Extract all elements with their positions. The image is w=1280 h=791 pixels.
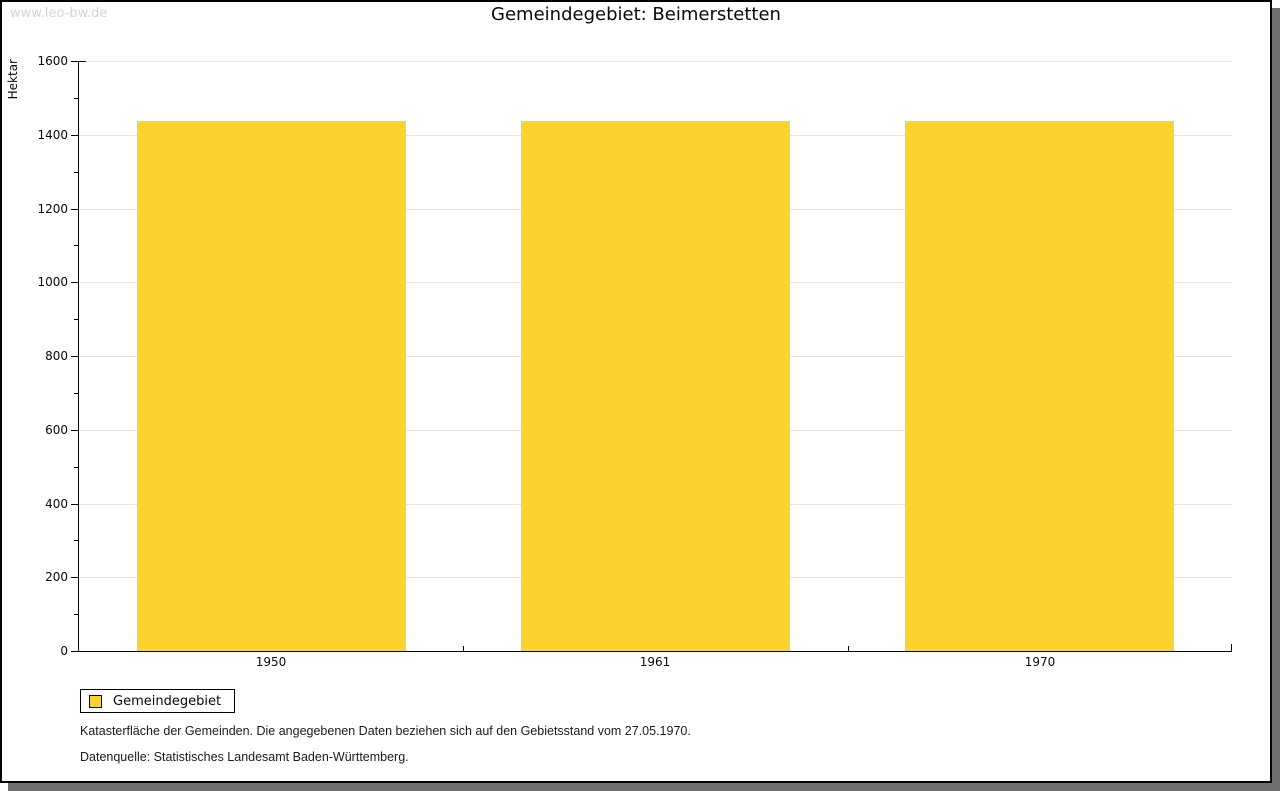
y-axis-major-tick: [71, 504, 78, 505]
y-axis-minor-tick: [74, 245, 78, 246]
y-axis-tick-label: 1000: [37, 275, 68, 289]
y-axis-tick-label: 200: [45, 570, 68, 584]
x-axis-tick: [463, 646, 464, 651]
y-axis-tick-label: 1400: [37, 128, 68, 142]
footnote-source-note: Katasterfläche der Gemeinden. Die angege…: [80, 724, 691, 738]
y-axis-minor-tick: [74, 98, 78, 99]
y-axis-major-tick: [71, 356, 78, 357]
y-axis-major-tick: [71, 209, 78, 210]
y-axis-major-tick: [71, 61, 78, 62]
y-axis-minor-tick: [74, 614, 78, 615]
y-axis-minor-tick: [74, 540, 78, 541]
x-axis-label-1970: 1970: [1024, 655, 1056, 669]
gridline-1600: [79, 61, 1232, 62]
y-axis-end-tick: [79, 61, 86, 62]
y-axis-major-tick: [71, 282, 78, 283]
y-axis-tick-label: 1200: [37, 202, 68, 216]
legend-swatch-icon: [89, 694, 102, 708]
y-axis-major-tick: [71, 651, 78, 652]
x-axis-tick: [848, 646, 849, 651]
bar-1970: [905, 121, 1174, 651]
x-axis-label-1950: 1950: [255, 655, 287, 669]
y-axis-major-tick: [71, 430, 78, 431]
y-axis-tick-label: 800: [45, 349, 68, 363]
y-axis-tick-label: 1600: [37, 54, 68, 68]
bar-1950: [137, 121, 406, 651]
legend-label: Gemeindegebiet: [113, 693, 222, 709]
y-axis-minor-tick: [74, 467, 78, 468]
y-axis-minor-tick: [74, 319, 78, 320]
bar-1961: [521, 121, 790, 651]
y-axis-major-tick: [71, 577, 78, 578]
x-axis-label-1961: 1961: [639, 655, 671, 669]
plot-area: 0 200 400 600 800 1000 1200 1400 1600 1950 1961 197…: [37, 54, 1232, 669]
footnote-data-source: Datenquelle: Statistisches Landesamt Bad…: [80, 750, 409, 764]
y-axis-major-tick: [71, 135, 78, 136]
y-axis-tick-label: 600: [45, 423, 68, 437]
y-axis-minor-tick: [74, 393, 78, 394]
y-axis-tick-label: 400: [45, 497, 68, 511]
y-axis-minor-tick: [74, 172, 78, 173]
x-axis-end-tick: [1231, 644, 1232, 651]
watermark: www.leo-bw.de: [10, 6, 108, 21]
y-axis-tick-label: 0: [60, 644, 68, 658]
legend: Gemeindegebiet: [80, 689, 236, 713]
chart-title: Gemeindegebiet: Beimerstetten: [491, 4, 781, 25]
